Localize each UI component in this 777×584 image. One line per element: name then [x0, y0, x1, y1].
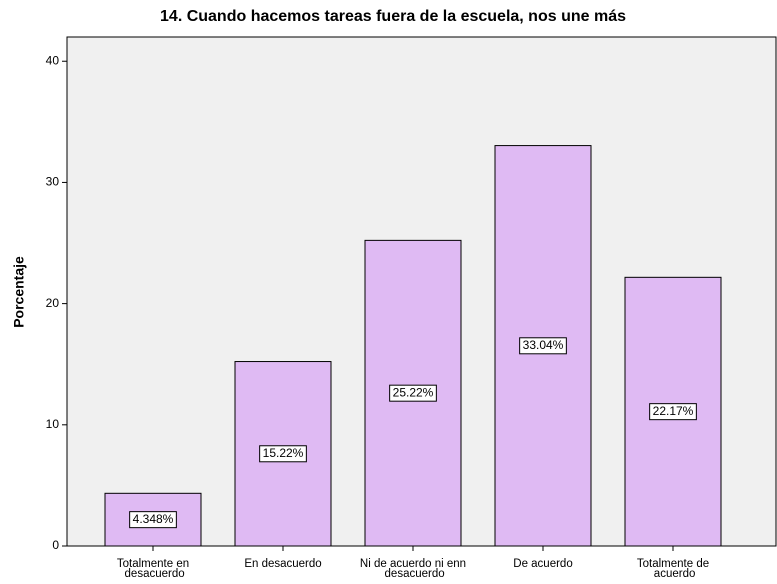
value-label: 4.348%	[133, 512, 174, 526]
y-tick-label: 20	[46, 296, 60, 310]
x-tick-label: Totalmente de acuerdo	[637, 558, 709, 580]
x-tick-label: Ni de acuerdo ni enn desacuerdo	[360, 558, 466, 580]
value-label-box	[519, 337, 567, 355]
y-tick-label: 0	[52, 538, 59, 552]
chart-title: 14. Cuando hacemos tareas fuera de la es…	[160, 8, 626, 25]
value-label-box	[649, 403, 697, 421]
y-tick-label: 40	[46, 53, 60, 67]
value-label: 15.22%	[263, 446, 304, 460]
y-tick-label: 10	[46, 417, 60, 431]
y-tick-label: 30	[46, 175, 60, 189]
x-tick-label: De acuerdo	[513, 558, 572, 570]
value-label-box	[259, 445, 307, 463]
x-tick-label: En desacuerdo	[244, 558, 321, 570]
value-label-box	[389, 384, 437, 402]
value-label: 25.22%	[393, 385, 434, 399]
x-tick-label: Totalmente en desacuerdo	[117, 558, 189, 580]
value-label-box	[129, 511, 177, 529]
y-axis-label: Porcentaje	[11, 256, 27, 328]
value-label: 22.17%	[653, 404, 694, 418]
value-label: 33.04%	[523, 338, 564, 352]
